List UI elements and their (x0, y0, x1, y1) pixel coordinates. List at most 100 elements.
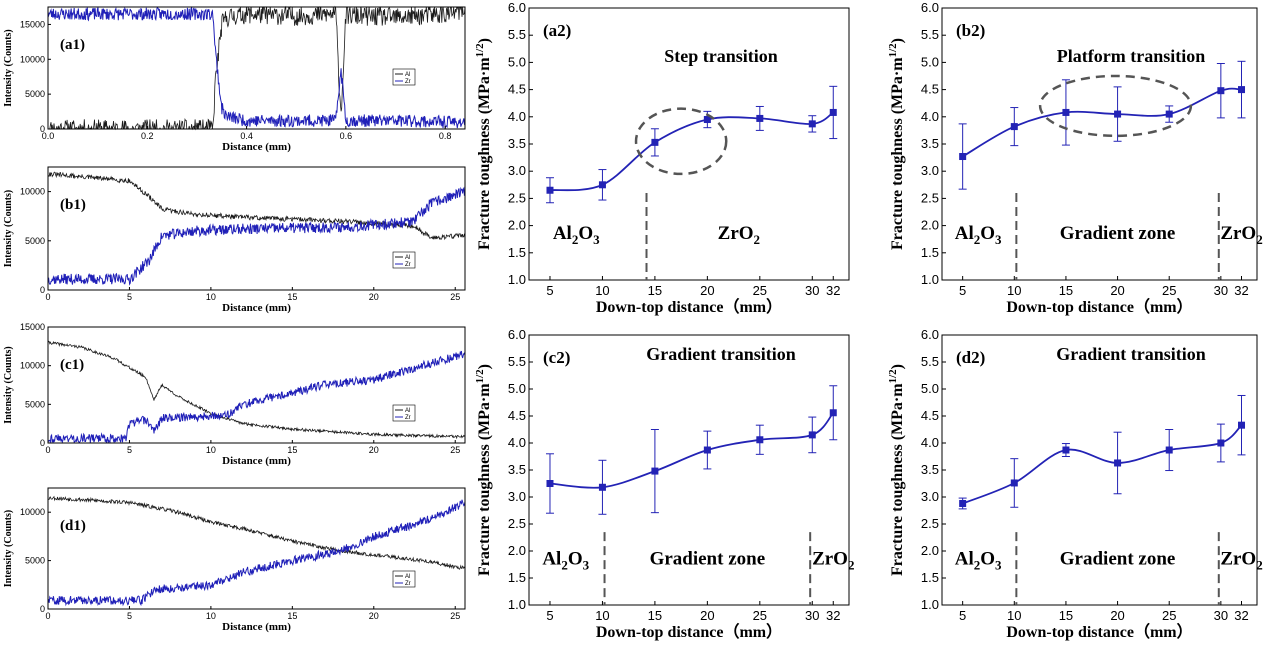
y-tick-label: 6.0 (921, 0, 939, 15)
y-tick-label: 0 (40, 604, 45, 614)
y-tick-label: 3.5 (508, 136, 526, 151)
data-point (1114, 459, 1122, 467)
x-tick-label: 20 (1110, 283, 1124, 298)
x-tick-label: 10 (206, 611, 216, 621)
zone-label: Al2O3 (955, 223, 1002, 247)
zone-label-sub: 2 (974, 232, 981, 247)
fit-curve (549, 412, 834, 489)
zone-label: Gradient zone (1060, 223, 1176, 244)
zone-label-sub: 2 (754, 232, 761, 247)
panel-label: (c2) (543, 348, 570, 367)
x-axis-label: Distance (mm) (222, 141, 291, 153)
x-tick-label: 15 (1059, 608, 1073, 623)
highlight-ellipse (1038, 74, 1193, 138)
fit-curve (962, 87, 1242, 158)
panel-label: (a1) (60, 37, 85, 53)
x-tick-label: 32 (1234, 283, 1248, 298)
chart-b1: 0 5 10 15 20 25 0 5000 10000 Distance (mm) Intensi… (3, 166, 466, 314)
y-tick-label: 1.0 (921, 272, 939, 287)
y-tick-label: 15000 (20, 19, 45, 29)
y-axis-label: Intensity (Counts) (3, 510, 14, 588)
y-tick-label: 3.0 (921, 489, 939, 504)
y-tick-label: 2.0 (508, 543, 526, 558)
x-tick-label: 25 (1162, 608, 1176, 623)
x-axis-label: Down-top distance（mm） (596, 623, 782, 641)
y-axis-label: Fracture toughness (MPa·m1/2) (887, 364, 906, 576)
y-axis-label-close: ) (889, 38, 906, 43)
y-tick-label: 2.0 (921, 218, 939, 233)
panel-label: (b1) (60, 197, 86, 213)
x-tick-label: 15 (287, 445, 297, 455)
series-al-line (48, 5, 466, 131)
y-tick-label: 1.0 (508, 272, 526, 287)
chart-a2: 5 10 15 20 25 30 321.01.52.02.53.03.54.04.55.0… (474, 0, 850, 316)
data-point (829, 108, 837, 116)
legend-entry: Al (405, 72, 410, 78)
y-tick-label: 5000 (25, 236, 45, 246)
y-tick-label: 4.0 (921, 435, 939, 450)
y-tick-label: 1.5 (508, 245, 526, 260)
legend-box (392, 570, 416, 588)
y-tick-label: 1.0 (508, 597, 526, 612)
x-tick-label: 30 (1214, 283, 1228, 298)
zone-label: Al2O3 (542, 549, 589, 573)
y-tick-label: 1.5 (508, 570, 526, 585)
zone-label: Gradient zone (1060, 549, 1176, 570)
legend-entry: Zr (405, 581, 411, 587)
y-tick-label: 3.0 (921, 163, 939, 178)
y-tick-label: 2.5 (508, 516, 526, 531)
zone-label-text: Gradient zone (1060, 223, 1176, 244)
chart-title: Gradient transition (1056, 344, 1206, 364)
legend-entry: Al (405, 408, 410, 414)
zone-label-sub: 2 (561, 558, 568, 573)
x-axis-label: Distance (mm) (222, 455, 291, 467)
panel-label: (a2) (543, 21, 571, 40)
legend-box (392, 68, 416, 86)
y-tick-label: 5.0 (508, 54, 526, 69)
y-tick-label: 1.0 (921, 597, 939, 612)
chart-c2: 5 10 15 20 25 30 321.01.52.02.53.03.54.04.55.0… (474, 327, 854, 641)
x-tick-label: 5 (959, 608, 966, 623)
x-axis-label: Down-top distance（mm） (1006, 298, 1192, 316)
y-tick-label: 5.0 (508, 381, 526, 396)
y-axis-label-exponent: 1/2 (887, 43, 899, 58)
y-axis-label-exponent: 1/2 (887, 369, 899, 384)
y-tick-label: 5.0 (921, 54, 939, 69)
zone-label-text: Al (542, 549, 561, 570)
data-point (651, 138, 659, 146)
y-axis-label: Intensity (Counts) (3, 29, 14, 107)
y-axis-label-close: ) (476, 364, 493, 369)
legend-entry: Al (405, 574, 410, 580)
y-tick-label: 3.5 (921, 136, 939, 151)
y-tick-label: 3.5 (508, 462, 526, 477)
zone-label: Gradient zone (650, 549, 766, 570)
data-point (808, 120, 816, 128)
panel-label: (d1) (60, 518, 86, 534)
plot-frame (47, 326, 466, 444)
zone-label-text: ZrO (1220, 223, 1256, 244)
y-tick-label: 2.0 (508, 218, 526, 233)
chart-c1: 0 5 10 15 20 25 0 5000 10000 15000 Distance (mm) In… (3, 322, 466, 467)
y-tick-label: 5.5 (921, 354, 939, 369)
y-tick-label: 2.5 (508, 190, 526, 205)
y-axis-label-exponent: 1/2 (474, 43, 486, 58)
x-tick-label: 30 (805, 283, 819, 298)
highlight-ellipse (634, 107, 728, 176)
y-tick-label: 10000 (20, 187, 45, 197)
legend-entry: Zr (405, 262, 411, 268)
y-tick-label: 4.5 (508, 82, 526, 97)
y-tick-label: 4.0 (508, 435, 526, 450)
data-point (756, 114, 764, 122)
y-axis-label: Fracture toughness (MPa·m1/2) (474, 364, 493, 576)
zone-label-text: Al (955, 549, 974, 570)
plot-frame (47, 6, 466, 130)
zone-label-sub: 2 (848, 558, 855, 573)
y-tick-label: 6.0 (508, 0, 526, 15)
zone-label: Al2O3 (553, 223, 600, 247)
chart-d1: 0 5 10 15 20 25 0 5000 10000 Distance (mm) Intensi… (3, 487, 466, 633)
x-tick-label: 32 (826, 608, 840, 623)
zone-label-sub2: 3 (995, 232, 1002, 247)
